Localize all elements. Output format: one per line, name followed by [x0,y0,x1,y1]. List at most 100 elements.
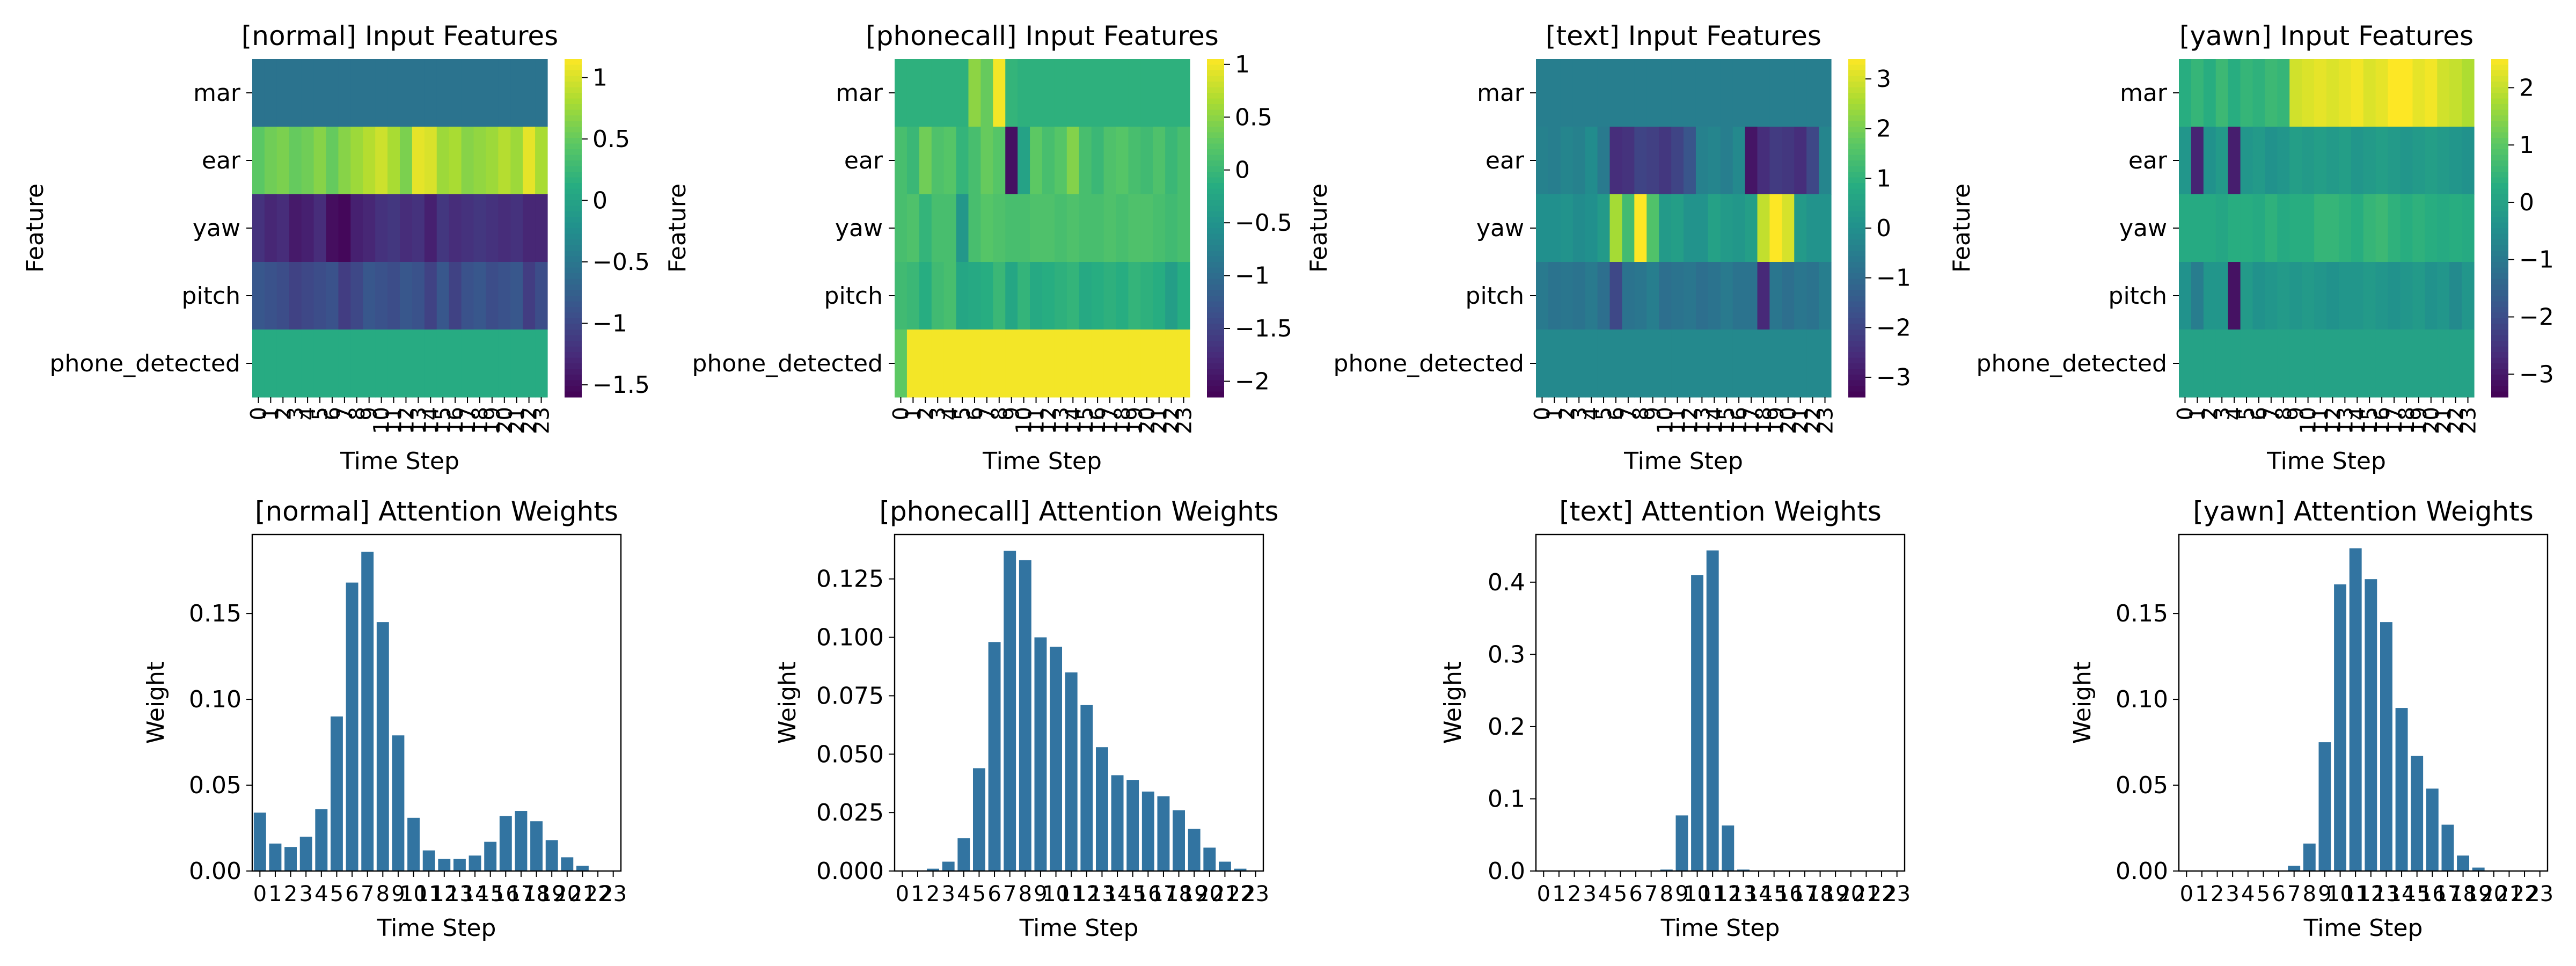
x-tick-label: 12 [430,882,458,906]
colorbar-segment [1207,279,1224,285]
heatmap-cell [535,127,548,195]
x-tick-label: 17 [1098,407,1123,434]
x-tick-label: 22 [584,882,612,906]
x-tick-label: 22 [517,407,542,434]
heatmap-cell [1819,59,1832,127]
row-label: ear [1485,147,1525,174]
x-tick-label: 14 [1702,407,1727,434]
heatmap-cell [313,127,327,195]
heatmap-cell [264,59,277,127]
heatmap-cell [2179,127,2192,195]
colorbar-segment [1207,93,1224,99]
x-tick-label: 3 [2226,882,2239,906]
colorbar-tick-label: −1 [592,310,627,338]
x-tick-label: 2 [2211,882,2224,906]
colorbar-segment [2491,380,2508,386]
heatmap-cell [956,262,969,330]
x-axis-label: Time Step [982,448,1102,475]
heatmap-cell [1536,194,1549,262]
heatmap-cell [461,262,474,330]
x-tick-label: 15 [1073,407,1098,434]
bar [315,809,328,871]
heatmap-cell [473,330,487,398]
colorbar-segment [565,115,582,122]
heatmap-cell [1128,262,1141,330]
heatmap-cell [1732,194,1746,262]
x-tick-label: 13 [2373,882,2400,906]
y-tick-label: 0.050 [816,741,884,768]
x-tick-label: 6 [2272,882,2285,906]
colorbar-segment [565,82,582,88]
heatmap-cell [338,127,351,195]
heatmap-cell [1695,127,1709,195]
bar [2395,708,2408,871]
colorbar-segment [1207,233,1224,240]
x-tick-label: 20 [1776,407,1801,434]
bar-panel-0: [normal] Attention Weights 0.00 0.05 0.10 0.… [142,496,627,942]
heatmap-cell [1005,59,1018,127]
x-tick-label: 17 [2382,407,2407,434]
x-tick-label: 3 [1583,882,1596,906]
heatmap-cell [363,194,376,262]
bar-panel-1: [phonecall] Attention Weights 0.000 0.025 0… [774,496,1279,942]
heatmap-cell [2351,330,2364,398]
row-label: mar [2120,79,2168,107]
heatmap-cell [436,59,450,127]
bar [927,868,940,871]
heatmap-cell [919,127,932,195]
colorbar-segment [2491,391,2508,398]
heatmap-cell [931,194,945,262]
heatmap-cell [436,262,450,330]
heatmap-cell [387,194,400,262]
colorbar-segment [1848,127,1865,133]
x-tick-label: 14 [2388,882,2416,906]
heatmap-cell [1079,330,1092,398]
x-tick-label: 23 [1813,407,1838,434]
x-tick-label: 19 [1181,882,1208,906]
heatmap-cell [1140,127,1153,195]
heatmap-cell [1757,330,1770,398]
colorbar-segment [565,138,582,144]
x-tick-label: 19 [2465,882,2492,906]
y-tick-label: 0.0 [1488,858,1525,885]
colorbar-segment [565,369,582,375]
heatmap-cell [2437,59,2450,127]
colorbar-segment [1848,233,1865,240]
heatmap-cell [1079,127,1092,195]
heatmap-cell [1128,330,1141,398]
heatmap-cell [252,127,265,195]
heatmap-cell [906,194,920,262]
heatmap-cell [2240,194,2253,262]
heatmap-cell [2388,262,2401,330]
heatmap-cell [1140,330,1153,398]
bar-title: [yawn] Attention Weights [2193,496,2534,527]
colorbar-tick-label: 0 [1876,215,1891,242]
colorbar-segment [2491,138,2508,144]
x-tick-label: 9 [1034,882,1047,906]
heatmap-cell [313,262,327,330]
heatmap-cell [2265,330,2278,398]
heatmap-cell [1066,262,1080,330]
heatmap-cell [2314,59,2327,127]
colorbar-segment [565,357,582,364]
x-tick-label: 11 [2309,407,2333,434]
heatmap-cell [1572,262,1586,330]
y-axis-label: Feature [664,184,691,273]
colorbar-segment [1207,109,1224,116]
heatmap-cell [895,330,908,398]
x-tick-label: 22 [1801,407,1826,434]
bar [2349,548,2362,871]
heatmap-cell [1609,59,1623,127]
heatmap-cell [535,59,548,127]
heatmap-cell [301,59,314,127]
y-axis-label: Weight [1439,662,1467,744]
x-tick-label: 5 [950,407,975,420]
heatmap-cell [252,330,265,398]
colorbar-tick-label: −2 [1235,368,1270,395]
heatmap-cell [1806,194,1819,262]
colorbar-segment [1207,386,1224,392]
heatmap-cell [1671,330,1684,398]
colorbar-segment [1848,172,1865,178]
heatmap-cell [1536,127,1549,195]
colorbar-segment [1207,59,1224,65]
